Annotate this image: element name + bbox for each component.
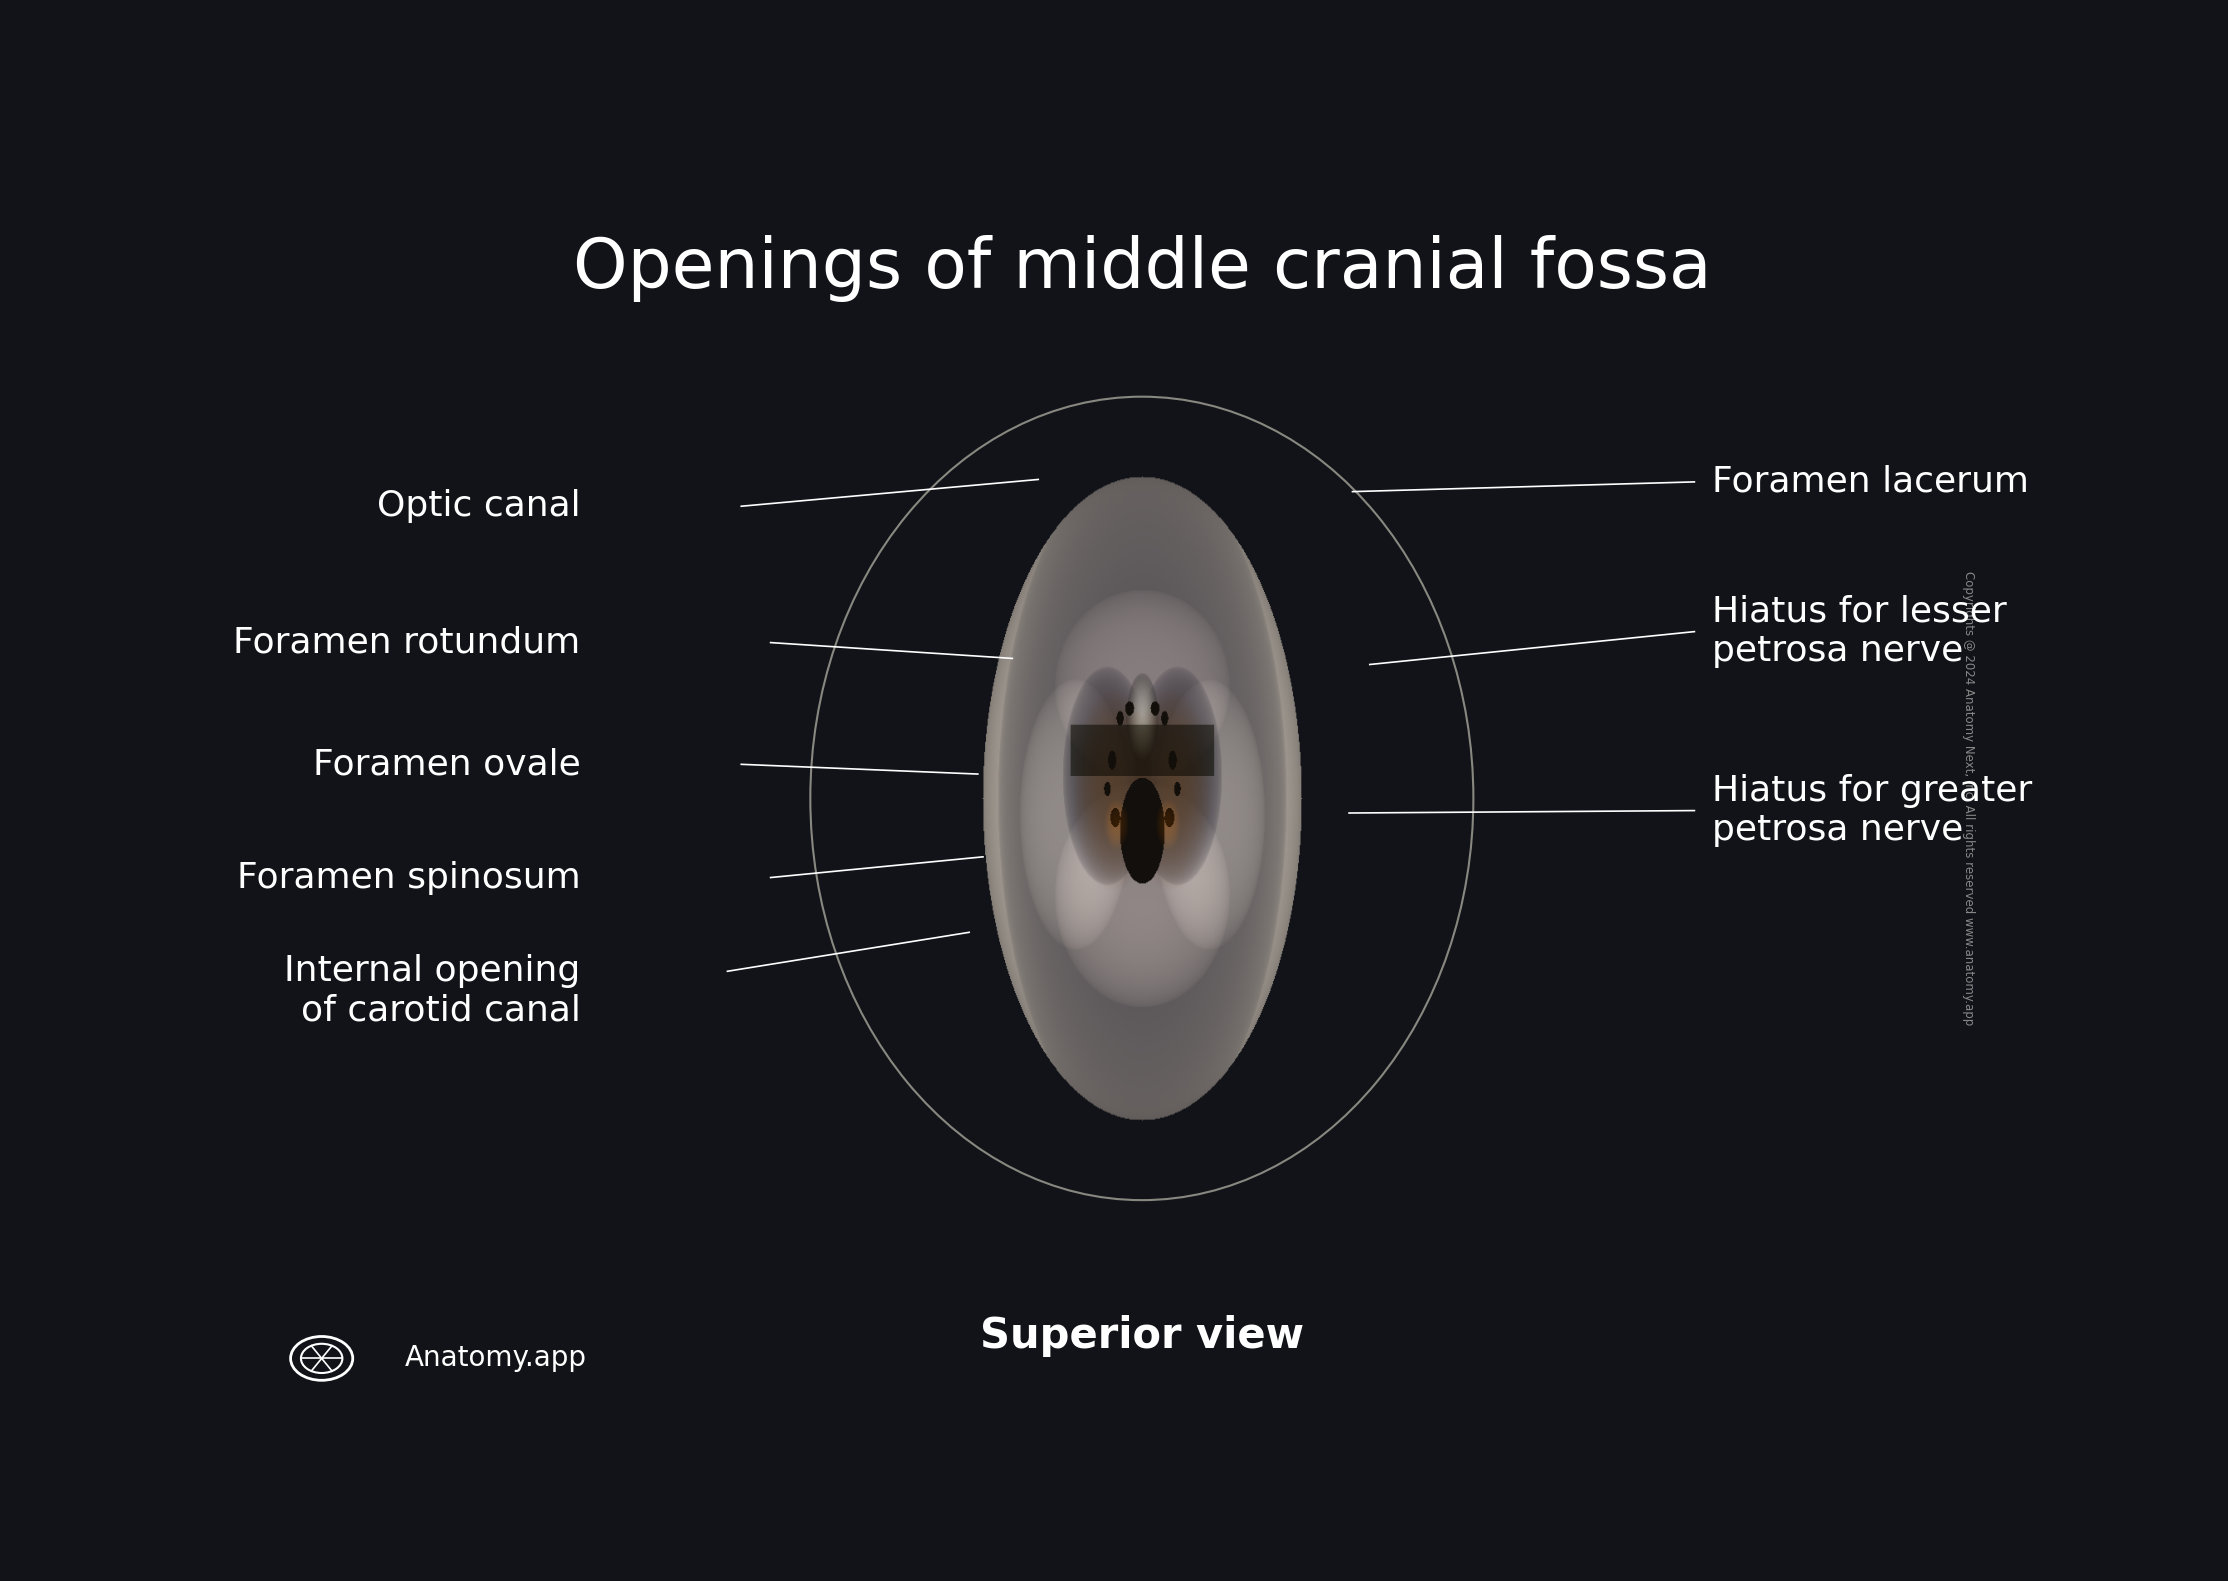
Text: Foramen rotundum: Foramen rotundum: [234, 626, 582, 659]
Text: Hiatus for greater
petrosa nerve: Hiatus for greater petrosa nerve: [1711, 773, 2032, 847]
Text: Superior view: Superior view: [980, 1315, 1303, 1358]
Text: Openings of middle cranial fossa: Openings of middle cranial fossa: [573, 236, 1711, 302]
Text: Hiatus for lesser
petrosa nerve: Hiatus for lesser petrosa nerve: [1711, 594, 2007, 669]
Text: Copyrights @ 2024 Anatomy Next, Inc. All rights reserved www.anatomy.app: Copyrights @ 2024 Anatomy Next, Inc. All…: [1963, 571, 1976, 1026]
Text: Internal opening
of carotid canal: Internal opening of carotid canal: [285, 953, 582, 1028]
Text: Foramen ovale: Foramen ovale: [312, 748, 582, 781]
Text: Anatomy.app: Anatomy.app: [405, 1344, 586, 1372]
Text: Foramen lacerum: Foramen lacerum: [1711, 465, 2030, 500]
Text: Foramen spinosum: Foramen spinosum: [236, 860, 582, 895]
Text: Optic canal: Optic canal: [377, 489, 582, 523]
